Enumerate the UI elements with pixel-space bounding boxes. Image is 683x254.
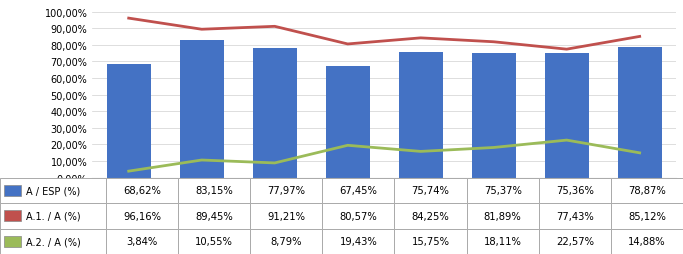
- Text: 75,37%: 75,37%: [484, 185, 522, 196]
- Bar: [466, 203, 539, 229]
- Text: 15,75%: 15,75%: [411, 236, 449, 246]
- Bar: [395, 229, 466, 254]
- Text: 77,43%: 77,43%: [556, 211, 594, 221]
- Text: 84,25%: 84,25%: [412, 211, 449, 221]
- Text: 77,97%: 77,97%: [267, 185, 305, 196]
- Bar: [395, 178, 466, 203]
- Text: 75,74%: 75,74%: [412, 185, 449, 196]
- Bar: [253, 49, 296, 178]
- Text: 85,12%: 85,12%: [628, 211, 666, 221]
- Text: 18,11%: 18,11%: [484, 236, 522, 246]
- Bar: [611, 229, 683, 254]
- Bar: [545, 53, 589, 178]
- Bar: [4, 185, 21, 196]
- Text: 91,21%: 91,21%: [267, 211, 305, 221]
- Bar: [618, 47, 662, 178]
- Bar: [4, 210, 21, 221]
- Text: 14,88%: 14,88%: [628, 236, 666, 246]
- Text: 8,79%: 8,79%: [270, 236, 302, 246]
- Bar: [611, 203, 683, 229]
- Bar: [399, 53, 443, 178]
- Bar: [472, 53, 516, 178]
- Text: 67,45%: 67,45%: [339, 185, 377, 196]
- Bar: [0, 203, 106, 229]
- Bar: [326, 67, 370, 178]
- Text: 89,45%: 89,45%: [195, 211, 233, 221]
- Bar: [322, 229, 395, 254]
- Bar: [539, 203, 611, 229]
- Bar: [250, 178, 322, 203]
- Bar: [178, 178, 250, 203]
- Bar: [4, 236, 21, 247]
- Bar: [250, 203, 322, 229]
- Bar: [466, 178, 539, 203]
- Bar: [107, 65, 150, 178]
- Text: 75,36%: 75,36%: [556, 185, 594, 196]
- Text: 80,57%: 80,57%: [339, 211, 377, 221]
- Text: A.2. / A (%): A.2. / A (%): [26, 236, 81, 246]
- Bar: [106, 229, 178, 254]
- Bar: [322, 203, 395, 229]
- Text: 19,43%: 19,43%: [339, 236, 377, 246]
- Bar: [106, 203, 178, 229]
- Text: 22,57%: 22,57%: [556, 236, 594, 246]
- Bar: [322, 178, 395, 203]
- Bar: [611, 178, 683, 203]
- Text: 3,84%: 3,84%: [126, 236, 158, 246]
- Bar: [180, 41, 223, 178]
- Bar: [539, 178, 611, 203]
- Bar: [0, 229, 106, 254]
- Text: A / ESP (%): A / ESP (%): [26, 185, 80, 196]
- Text: 83,15%: 83,15%: [195, 185, 233, 196]
- Bar: [178, 203, 250, 229]
- Bar: [106, 178, 178, 203]
- Text: A.1. / A (%): A.1. / A (%): [26, 211, 81, 221]
- Text: 78,87%: 78,87%: [628, 185, 666, 196]
- Text: 96,16%: 96,16%: [123, 211, 161, 221]
- Bar: [539, 229, 611, 254]
- Bar: [466, 229, 539, 254]
- Bar: [0, 178, 106, 203]
- Bar: [395, 203, 466, 229]
- Text: 10,55%: 10,55%: [195, 236, 233, 246]
- Text: 81,89%: 81,89%: [484, 211, 522, 221]
- Text: 68,62%: 68,62%: [123, 185, 161, 196]
- Bar: [250, 229, 322, 254]
- Bar: [178, 229, 250, 254]
